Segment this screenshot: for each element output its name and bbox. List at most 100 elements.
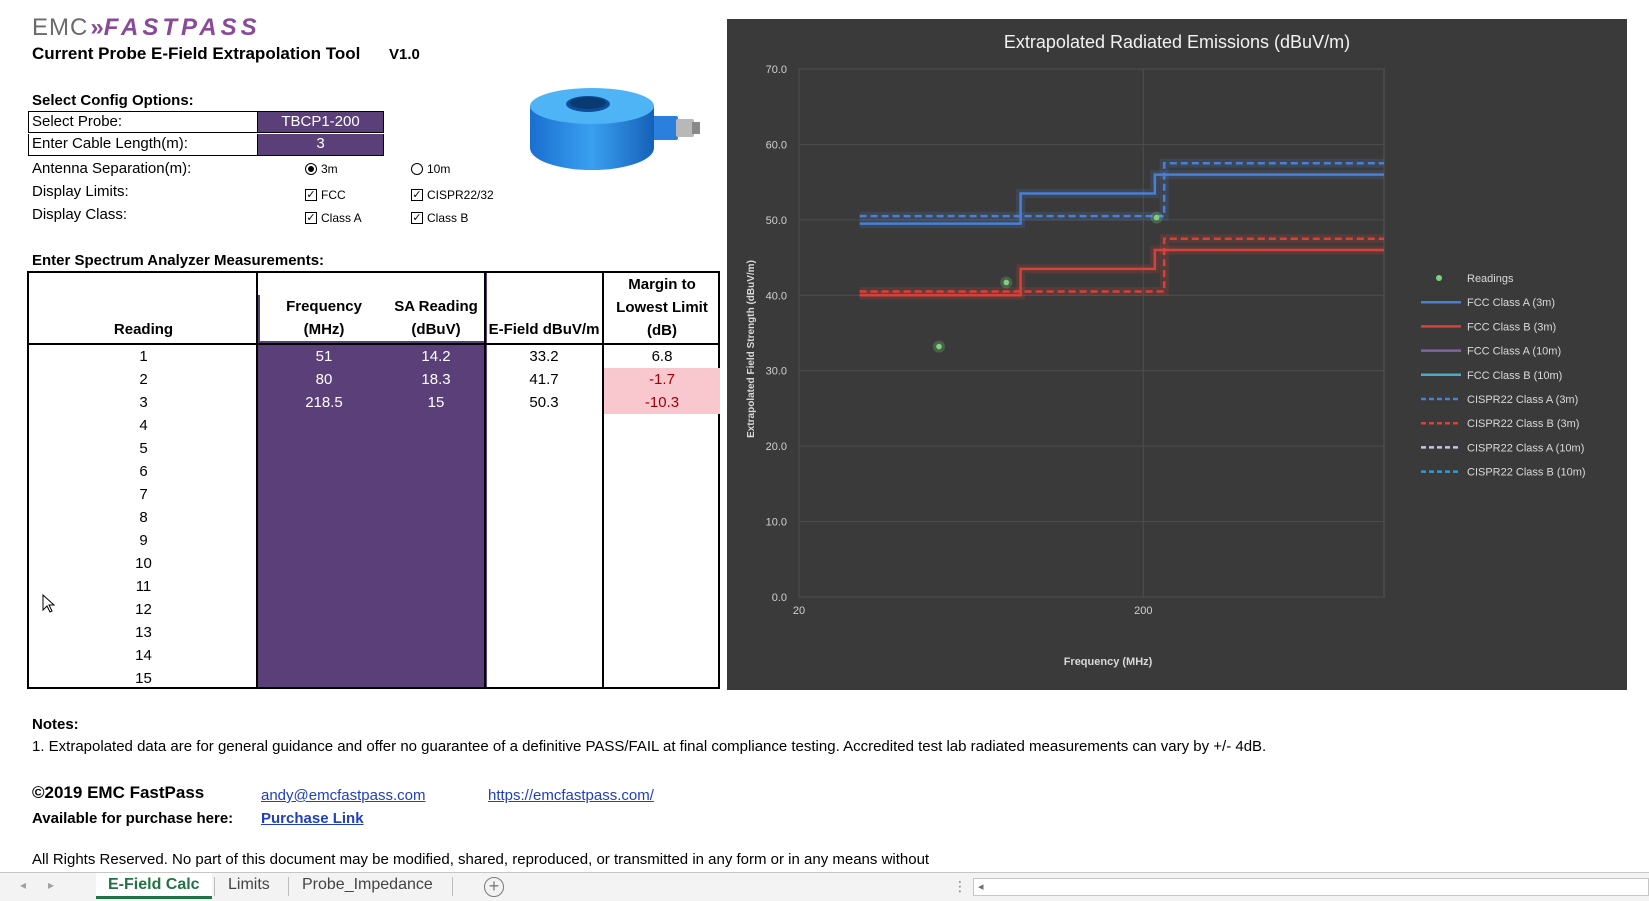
table-row: 8 bbox=[29, 506, 718, 529]
class-label: Display Class: bbox=[32, 206, 128, 223]
header-sa-reading: SA Reading (dBuV) bbox=[388, 295, 484, 341]
fcc-checkbox[interactable]: ✓ bbox=[305, 189, 317, 201]
table-row: 14 bbox=[29, 644, 718, 667]
tab-limits[interactable]: Limits bbox=[228, 876, 270, 893]
x-tick-label: 20 bbox=[793, 605, 805, 617]
class-b-checkbox-option[interactable]: ✓ Class B bbox=[411, 211, 468, 225]
y-tick-label: 60.0 bbox=[766, 139, 787, 151]
table-row: 1 51 14.2 33.2 6.8 bbox=[29, 345, 718, 368]
tab-scroll-right-icon[interactable]: ▸ bbox=[48, 878, 55, 892]
notes-block: Notes: 1. Extrapolated data are for gene… bbox=[32, 716, 1266, 755]
legend-item: CISPR22 Class B (3m) bbox=[1421, 418, 1579, 430]
chart-series bbox=[859, 158, 1384, 300]
series-cispr22-class-b-3m- bbox=[859, 234, 1384, 296]
table-row: 15 bbox=[29, 667, 718, 690]
legend-item: CISPR22 Class A (3m) bbox=[1421, 394, 1578, 406]
horizontal-scrollbar[interactable]: ◂ bbox=[973, 878, 1649, 896]
cable-length-input[interactable]: 3 bbox=[258, 134, 384, 156]
fcc-checkbox-option[interactable]: ✓ FCC bbox=[305, 188, 346, 202]
email-link[interactable]: andy@emcfastpass.com bbox=[261, 787, 426, 804]
header-margin-l1: Margin to bbox=[628, 276, 696, 293]
header-reading: Reading bbox=[113, 321, 174, 338]
series-fcc-class-b-3m- bbox=[859, 245, 1384, 300]
legend-label: CISPR22 Class A (10m) bbox=[1467, 442, 1584, 454]
frequency-cell[interactable]: 51 bbox=[315, 348, 333, 365]
reading-point bbox=[1153, 214, 1160, 221]
cispr-checkbox[interactable]: ✓ bbox=[411, 189, 423, 201]
chart-xlabel: Frequency (MHz) bbox=[1064, 656, 1153, 668]
sa-reading-cell[interactable]: 15 bbox=[427, 394, 445, 411]
antenna-label: Antenna Separation(m): bbox=[32, 160, 192, 177]
header-frequency: Frequency (MHz) bbox=[260, 295, 388, 341]
chart-legend: Readings FCC Class A (3m) FCC Class B (3m)… bbox=[1421, 273, 1586, 479]
mouse-cursor-icon bbox=[42, 594, 56, 613]
sa-reading-cell[interactable]: 18.3 bbox=[421, 371, 451, 388]
class-a-checkbox[interactable]: ✓ bbox=[305, 212, 317, 224]
emissions-chart: Extrapolated Radiated Emissions (dBuV/m)… bbox=[727, 19, 1627, 690]
cispr-checkbox-option[interactable]: ✓ CISPR22/32 bbox=[411, 188, 494, 202]
purchase-label: Available for purchase here: bbox=[32, 810, 234, 827]
reading-cell: 3 bbox=[139, 394, 148, 411]
website-link[interactable]: https://emcfastpass.com/ bbox=[488, 787, 654, 804]
reading-point bbox=[1003, 279, 1010, 286]
radio-3m[interactable] bbox=[305, 163, 317, 175]
series-line bbox=[859, 237, 1384, 293]
header-efield: E-Field dBuV/m bbox=[488, 321, 600, 338]
antenna-3m-label: 3m bbox=[321, 162, 338, 176]
table-row: 13 bbox=[29, 621, 718, 644]
tool-title: Current Probe E-Field Extrapolation Tool bbox=[32, 44, 361, 63]
legend-label: FCC Class A (3m) bbox=[1467, 297, 1555, 309]
cable-label: Enter Cable Length(m): bbox=[28, 134, 258, 156]
antenna-10m-option[interactable]: 10m bbox=[411, 162, 450, 176]
legend-label: CISPR22 Class A (3m) bbox=[1467, 394, 1578, 406]
chart-gridlines bbox=[798, 68, 1385, 598]
y-tick-label: 0.0 bbox=[772, 592, 787, 604]
chart-ylabel: Extrapolated Field Strength (dBuV/m) bbox=[746, 260, 757, 438]
legend-item: FCC Class A (3m) bbox=[1421, 297, 1555, 309]
sa-reading-cell[interactable]: 14.2 bbox=[421, 348, 451, 365]
frequency-cell[interactable]: 80 bbox=[315, 371, 333, 388]
reading-cell: 1 bbox=[139, 348, 148, 365]
header-frequency-l1: Frequency bbox=[286, 298, 362, 315]
table-row: 2 80 18.3 41.7 -1.7 bbox=[29, 368, 720, 391]
legend-item: CISPR22 Class A (10m) bbox=[1421, 442, 1584, 454]
reading-point bbox=[936, 343, 942, 350]
y-tick-label: 30.0 bbox=[766, 366, 787, 378]
add-sheet-icon[interactable]: + bbox=[484, 877, 504, 897]
reading-cell: 5 bbox=[139, 440, 148, 457]
copyright: ©2019 EMC FastPass bbox=[32, 783, 205, 802]
legend-label: CISPR22 Class B (10m) bbox=[1467, 467, 1586, 479]
y-tick-label: 50.0 bbox=[766, 215, 787, 227]
input-columns-fill bbox=[258, 273, 487, 687]
legend-item: FCC Class A (10m) bbox=[1421, 346, 1561, 358]
scroll-left-arrow-icon[interactable]: ◂ bbox=[978, 881, 984, 893]
tab-scroll-left-icon[interactable]: ◂ bbox=[20, 878, 27, 892]
rights-text: All Rights Reserved. No part of this doc… bbox=[32, 851, 930, 868]
measurements-table: Reading Frequency (MHz) SA Reading (dBuV… bbox=[27, 271, 720, 689]
reading-cell: 8 bbox=[139, 509, 148, 526]
tab-probe-impedance[interactable]: Probe_Impedance bbox=[302, 876, 433, 893]
note-1: 1. Extrapolated data are for general gui… bbox=[32, 738, 1267, 755]
table-row: 4 bbox=[29, 414, 718, 437]
y-tick-label: 20.0 bbox=[766, 441, 787, 453]
radio-10m[interactable] bbox=[411, 163, 423, 175]
series-line bbox=[859, 248, 1384, 297]
legend-label: FCC Class A (10m) bbox=[1467, 346, 1561, 358]
cable-row: Enter Cable Length(m): 3 bbox=[28, 134, 384, 156]
legend-item: CISPR22 Class B (10m) bbox=[1421, 467, 1586, 479]
antenna-3m-option[interactable]: 3m bbox=[305, 162, 338, 176]
frequency-cell[interactable]: 218.5 bbox=[305, 394, 343, 411]
tool-version: V1.0 bbox=[389, 46, 420, 63]
scroll-divider-icon[interactable]: ⋮ bbox=[953, 878, 967, 894]
class-a-checkbox-option[interactable]: ✓ Class A bbox=[305, 211, 362, 225]
class-b-label: Class B bbox=[427, 211, 469, 225]
probe-row: Select Probe: TBCP1-200 bbox=[28, 111, 384, 133]
class-b-checkbox[interactable]: ✓ bbox=[411, 212, 423, 224]
series-fcc-class-a-3m- bbox=[859, 170, 1384, 229]
probe-select[interactable]: TBCP1-200 bbox=[258, 111, 384, 133]
series-line bbox=[859, 173, 1384, 225]
probe-label: Select Probe: bbox=[28, 111, 258, 133]
purchase-link[interactable]: Purchase Link bbox=[261, 810, 364, 827]
reading-cell: 7 bbox=[139, 486, 148, 503]
tab-e-field-calc[interactable]: E-Field Calc bbox=[96, 873, 212, 899]
